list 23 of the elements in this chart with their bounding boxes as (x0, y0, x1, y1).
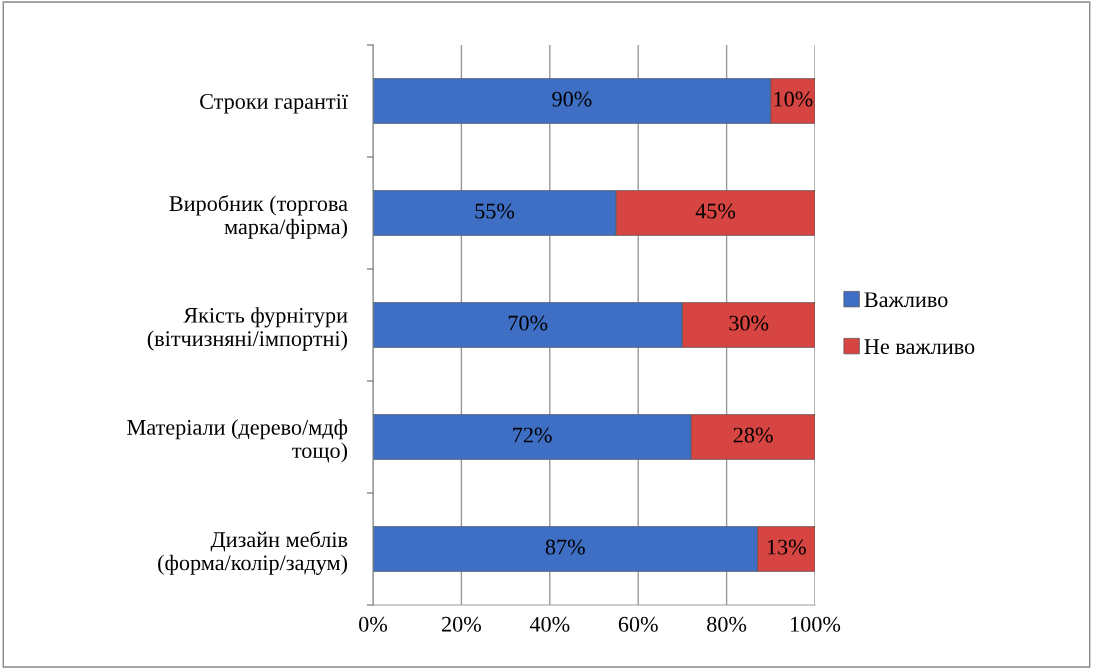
y-tick-label: Строки гарантії (200, 93, 348, 114)
x-tick-label: 40% (529, 616, 570, 632)
data-label: 30% (729, 315, 769, 331)
data-label: 90% (552, 91, 592, 107)
x-tick-label: 60% (618, 616, 658, 632)
x-tick-label: 80% (707, 616, 747, 632)
x-tick-label: 0% (359, 616, 388, 632)
data-label: 28% (733, 427, 773, 443)
data-label: 45% (695, 203, 736, 219)
data-label: 72% (513, 427, 552, 443)
legend-label: Не важливо (864, 339, 975, 355)
x-tick-label: 100% (791, 616, 841, 632)
data-label: 10% (774, 91, 813, 107)
legend-label: Важливо (864, 292, 948, 308)
y-tick-label: Матеріали (дерево/мдф тощо) (127, 419, 348, 463)
data-label: 70% (508, 315, 548, 331)
data-label: 55% (475, 203, 515, 219)
x-tick-label: 20% (442, 616, 482, 632)
data-label: 13% (767, 539, 806, 555)
y-tick-label: Дизайн меблів (форма/колір/задум) (158, 530, 348, 575)
y-tick-label: Виробник (торгова марка/фірма) (169, 194, 348, 239)
y-tick-label: Якість фурнітури (вітчизняні/імпортні) (147, 307, 348, 351)
data-label: 87% (545, 539, 585, 555)
